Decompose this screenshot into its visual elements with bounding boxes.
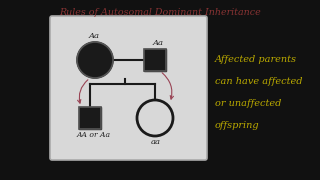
FancyBboxPatch shape (50, 16, 207, 160)
Circle shape (137, 100, 173, 136)
Bar (79, 107, 101, 129)
Text: AA or Aa: AA or Aa (77, 131, 111, 139)
FancyArrowPatch shape (77, 80, 88, 103)
Text: Aa: Aa (153, 39, 164, 47)
Bar (144, 49, 166, 71)
Text: Aa: Aa (89, 32, 100, 40)
Text: Affected parents: Affected parents (215, 55, 297, 64)
Text: can have affected: can have affected (215, 77, 302, 86)
Text: offspring: offspring (215, 121, 260, 130)
Bar (144, 49, 166, 71)
Text: Rules of Autosomal Dominant Inheritance: Rules of Autosomal Dominant Inheritance (59, 8, 261, 17)
Bar (79, 107, 101, 129)
Circle shape (77, 42, 113, 78)
Text: aa: aa (151, 138, 161, 146)
FancyArrowPatch shape (162, 73, 173, 99)
Text: or unaffected: or unaffected (215, 99, 281, 108)
